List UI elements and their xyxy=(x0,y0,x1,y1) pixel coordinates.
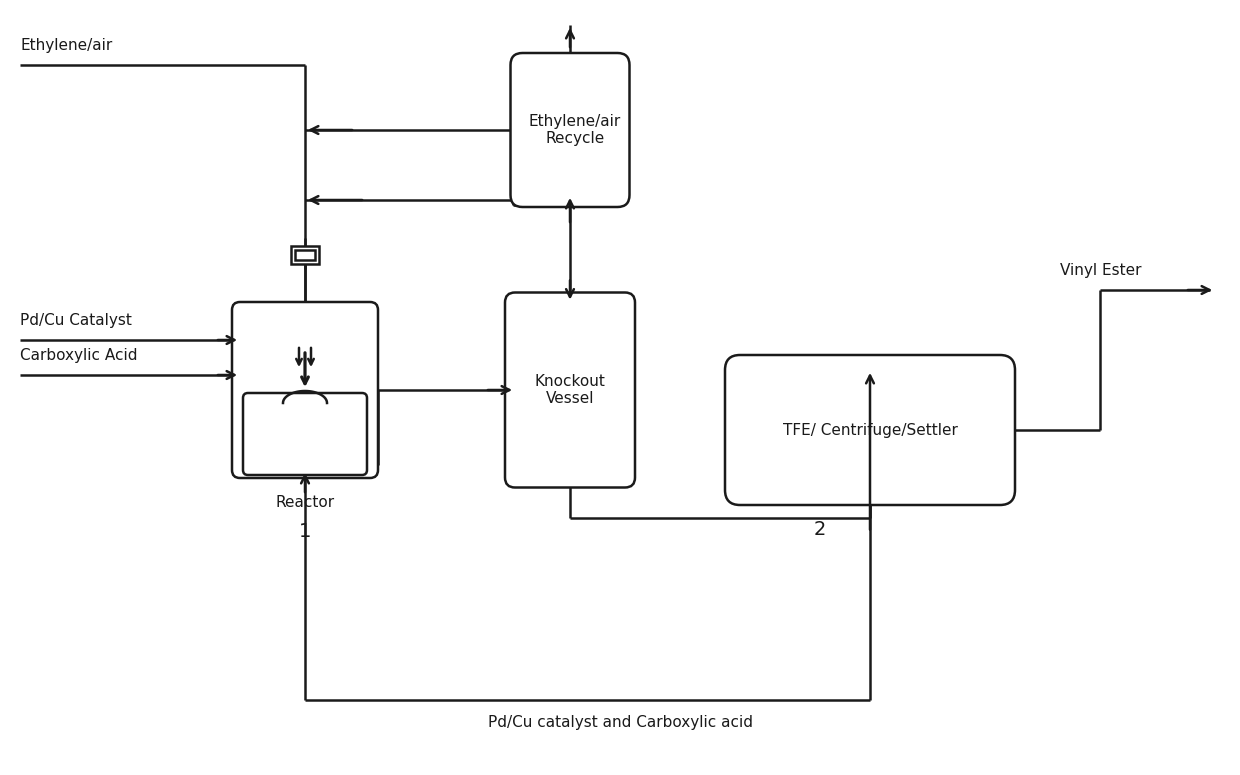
Text: 2: 2 xyxy=(813,520,826,539)
Text: Pd/Cu Catalyst: Pd/Cu Catalyst xyxy=(20,313,131,328)
Text: Ethylene/air
Recycle: Ethylene/air Recycle xyxy=(529,114,621,146)
FancyBboxPatch shape xyxy=(243,393,367,475)
Bar xyxy=(295,250,315,260)
FancyBboxPatch shape xyxy=(725,355,1016,505)
Bar xyxy=(291,246,319,264)
Text: 1: 1 xyxy=(299,522,311,541)
Text: Ethylene/air: Ethylene/air xyxy=(20,38,113,53)
FancyBboxPatch shape xyxy=(232,302,378,478)
Text: Pd/Cu catalyst and Carboxylic acid: Pd/Cu catalyst and Carboxylic acid xyxy=(487,715,753,730)
Text: Knockout
Vessel: Knockout Vessel xyxy=(534,374,605,406)
Text: Carboxylic Acid: Carboxylic Acid xyxy=(20,348,138,363)
FancyBboxPatch shape xyxy=(505,292,635,487)
Text: Reactor: Reactor xyxy=(275,495,335,510)
Text: TFE/ Centrifuge/Settler: TFE/ Centrifuge/Settler xyxy=(782,422,957,438)
FancyBboxPatch shape xyxy=(511,53,630,207)
Text: Vinyl Ester: Vinyl Ester xyxy=(1060,263,1142,278)
